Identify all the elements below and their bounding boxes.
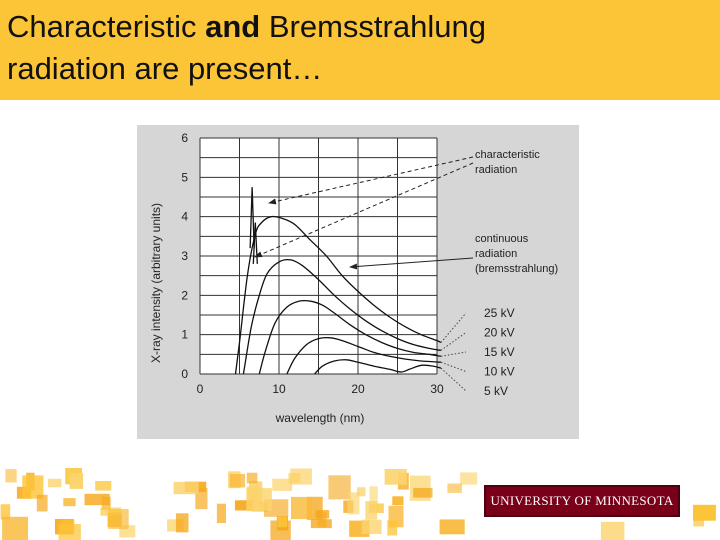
decorative-square (175, 513, 189, 533)
xray-spectrum-figure: 0 1 2 3 4 5 6 0 10 20 30 25 kV 20 kV 15 kV 10 kV 5 kV … (137, 125, 579, 439)
series-label: 25 kV (484, 306, 515, 320)
decorative-square (460, 472, 478, 485)
annotation-characteristic-label: radiation (475, 164, 517, 176)
decorative-square (288, 473, 301, 484)
decorative-square (315, 510, 330, 519)
decorative-square (173, 481, 199, 495)
x-axis-label: wavelength (nm) (275, 411, 365, 425)
y-tick-label: 6 (181, 131, 188, 145)
decorative-square (392, 496, 404, 506)
decorative-square (600, 521, 625, 540)
decorative-square (101, 496, 111, 510)
annotation-continuous-label: continuous (475, 233, 529, 245)
decorative-square (361, 519, 382, 535)
decorative-square (357, 487, 366, 497)
series-label: 20 kV (484, 326, 515, 340)
decorative-square (69, 473, 84, 489)
y-tick-label: 3 (181, 249, 188, 263)
decorative-square (58, 524, 81, 540)
decorative-squares-band (0, 468, 716, 540)
y-tick-label: 0 (181, 367, 188, 381)
annotation-arrow (254, 162, 474, 258)
y-tick-label: 5 (181, 170, 188, 184)
title-part-2: Bremsstrahlung (260, 9, 486, 44)
decorative-square (317, 511, 327, 528)
decorative-square (439, 519, 465, 535)
decorative-square (0, 504, 11, 520)
decorative-square (100, 507, 122, 516)
y-tick-label: 1 (181, 328, 188, 342)
decorative-square (387, 520, 398, 536)
series-curve (242, 258, 442, 375)
decorative-square (84, 493, 110, 506)
decorative-square (2, 516, 28, 540)
decorative-square (272, 478, 293, 491)
x-tick-label: 10 (272, 382, 286, 396)
decorative-square (95, 481, 112, 491)
title-bar: Characteristic and Bremsstrahlung radiati… (0, 0, 720, 100)
decorative-square (413, 488, 433, 498)
logo-text: UNIVERSITY OF MINNESOTA (490, 493, 674, 508)
y-tick-label: 2 (181, 288, 188, 302)
characteristic-peaks (249, 187, 258, 264)
decorative-square (47, 478, 62, 488)
decorative-square (369, 486, 378, 512)
series-curve (258, 299, 442, 375)
annotation-arrow (349, 257, 474, 270)
title-line-2: radiation are present… (7, 51, 323, 86)
annotations: characteristic radiation continuous radiati… (254, 149, 558, 275)
y-axis-label: X-ray intensity (arbitrary units) (149, 203, 163, 363)
series-label: 10 kV (484, 365, 515, 379)
decorative-square (347, 492, 360, 515)
decorative-square (36, 494, 48, 512)
slide-title: Characteristic and Bremsstrahlung radiati… (7, 6, 486, 90)
characteristic-peak (249, 187, 255, 249)
decorative-square (328, 475, 351, 500)
series-leader-line (440, 351, 467, 357)
decorative-square (216, 503, 226, 523)
university-logo: UNIVERSITY OF MINNESOTA (484, 485, 680, 517)
title-part-1: Characteristic (7, 9, 206, 44)
annotation-characteristic-label: characteristic (475, 149, 540, 161)
decorative-square (246, 472, 258, 484)
x-tick-label: 30 (430, 382, 444, 396)
decorative-square (277, 516, 288, 528)
series-leader-line (440, 367, 467, 392)
decorative-square (63, 498, 76, 507)
decorative-square (229, 473, 246, 488)
annotation-continuous-label: radiation (475, 248, 517, 260)
series-curve (286, 336, 441, 375)
decorative-square (234, 500, 254, 511)
decorative-square (384, 469, 407, 485)
series-leader-line (440, 332, 467, 351)
series-leader-line (440, 361, 467, 372)
decorative-square (365, 501, 378, 520)
x-tick-label: 0 (197, 382, 204, 396)
decorative-square (246, 488, 272, 511)
title-bold-word: and (205, 9, 261, 44)
decorative-square (5, 469, 17, 483)
decorative-square (693, 506, 705, 527)
axes: 0 1 2 3 4 5 6 0 10 20 30 (181, 131, 444, 396)
annotation-continuous-label: (bremsstrahlung) (475, 263, 558, 275)
x-tick-label: 20 (351, 382, 365, 396)
characteristic-peak (252, 222, 258, 264)
series-curves: 25 kV 20 kV 15 kV 10 kV 5 kV (234, 215, 515, 398)
series-leader-line (440, 312, 467, 343)
series-label: 5 kV (484, 384, 508, 398)
decorative-square (447, 483, 462, 493)
decorative-square (291, 496, 312, 520)
series-curve (314, 359, 442, 375)
y-tick-label: 4 (181, 210, 188, 224)
series-label: 15 kV (484, 345, 515, 359)
grid-lines (199, 137, 438, 375)
decorative-square (22, 475, 44, 499)
